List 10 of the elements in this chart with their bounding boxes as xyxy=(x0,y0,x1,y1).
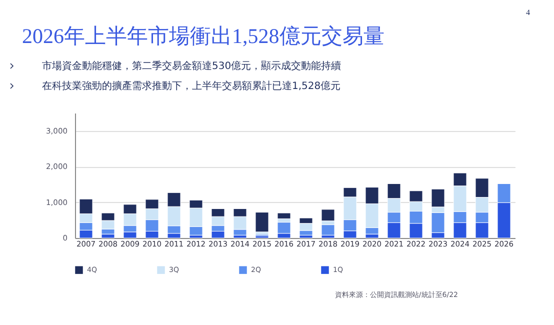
bar xyxy=(255,212,269,232)
bar xyxy=(101,234,115,238)
chart-subtitle: 市場資金動能穩健，第二季交易金額達530億元，顯示成交動能持續 xyxy=(42,60,342,73)
bar xyxy=(299,234,313,238)
text: 4 xyxy=(526,8,530,17)
text: 在科技業強勁的擴產需求推動下，上半年交易額累計已達1,528億元 xyxy=(42,80,341,93)
bar xyxy=(277,212,291,219)
chart-title: 2026年上半年市場衝出1,528億元交易量 xyxy=(22,23,384,50)
bar xyxy=(321,224,335,236)
bar xyxy=(321,209,335,222)
